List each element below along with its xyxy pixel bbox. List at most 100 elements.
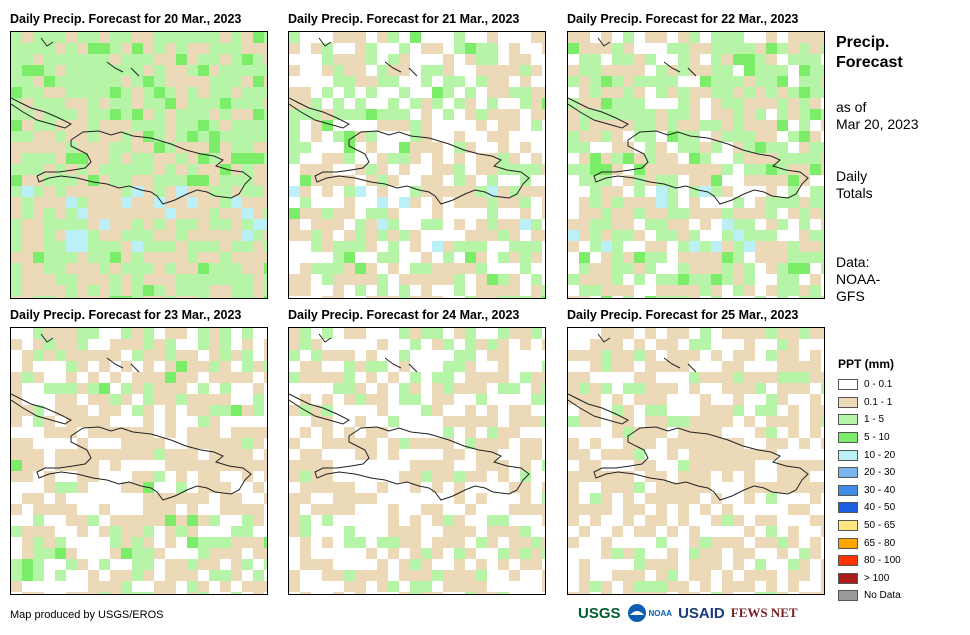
precip-cell — [344, 153, 355, 164]
precip-cell — [66, 592, 77, 594]
precip-cell — [110, 339, 121, 350]
legend-swatch — [838, 590, 858, 602]
precip-cell — [410, 120, 421, 131]
precip-cell — [579, 460, 590, 471]
legend-label: 1 - 5 — [864, 414, 885, 426]
precip-cell — [421, 328, 432, 339]
precip-cell — [220, 120, 231, 131]
precip-cell — [264, 449, 267, 460]
precip-cell — [476, 76, 487, 87]
precip-cell — [465, 416, 476, 427]
precip-cell — [711, 285, 722, 296]
precip-cell — [198, 98, 209, 109]
precip-cell — [410, 142, 421, 153]
precip-cell — [410, 339, 421, 350]
precip-cell — [520, 416, 531, 427]
precip-cell — [634, 98, 645, 109]
precip-cell — [634, 76, 645, 87]
precip-cell — [432, 515, 443, 526]
precip-cell — [722, 263, 733, 274]
precip-cell — [509, 570, 520, 581]
precip-cell — [300, 285, 311, 296]
precip-cell — [388, 76, 399, 87]
precip-cell — [33, 559, 44, 570]
precip-cell — [66, 548, 77, 559]
precip-cell — [645, 32, 656, 43]
panel-title-3: Daily Precip. Forecast for 22 Mar., 2023 — [567, 12, 799, 26]
precip-cell — [788, 175, 799, 186]
precip-cell — [667, 350, 678, 361]
precip-cell — [722, 230, 733, 241]
precip-cell — [121, 515, 132, 526]
precip-cell — [77, 449, 88, 460]
precip-cell — [465, 405, 476, 416]
precip-cell — [590, 76, 601, 87]
precip-cell — [542, 537, 545, 548]
precip-cell — [110, 592, 121, 594]
precip-cell — [722, 76, 733, 87]
precip-cell — [344, 131, 355, 142]
precip-cell — [300, 230, 311, 241]
precip-cell — [322, 504, 333, 515]
precip-cell — [590, 263, 601, 274]
precip-cell — [66, 65, 77, 76]
precip-cell — [253, 515, 264, 526]
precip-cell — [165, 120, 176, 131]
precip-cell — [744, 164, 755, 175]
precip-cell — [44, 537, 55, 548]
precip-cell — [333, 274, 344, 285]
precip-cell — [110, 186, 121, 197]
precip-cell — [44, 526, 55, 537]
precip-cell — [678, 361, 689, 372]
precip-cell — [77, 482, 88, 493]
precip-cell — [311, 449, 322, 460]
precip-cell — [520, 208, 531, 219]
precip-cell — [568, 43, 579, 54]
precip-cell — [542, 285, 545, 296]
precip-cell — [678, 285, 689, 296]
legend-label: 10 - 20 — [864, 449, 896, 461]
precip-cell — [44, 350, 55, 361]
precip-cell — [531, 537, 542, 548]
precip-cell — [678, 54, 689, 65]
precip-cell — [465, 296, 476, 298]
precip-cell — [634, 87, 645, 98]
precip-cell — [520, 526, 531, 537]
precip-cell — [579, 285, 590, 296]
precip-cell — [487, 109, 498, 120]
precip-cell — [678, 460, 689, 471]
precip-cell — [377, 559, 388, 570]
precip-cell — [509, 109, 520, 120]
precip-cell — [44, 54, 55, 65]
precip-cell — [55, 120, 66, 131]
precip-cell — [766, 449, 777, 460]
precip-cell — [121, 175, 132, 186]
precip-cell — [209, 548, 220, 559]
precip-cell — [777, 416, 788, 427]
precip-cell — [399, 120, 410, 131]
precip-cell — [634, 230, 645, 241]
precip-cell — [498, 427, 509, 438]
precip-cell — [187, 142, 198, 153]
precip-cell — [509, 120, 520, 131]
precip-cell — [322, 263, 333, 274]
precip-cell — [121, 274, 132, 285]
precip-cell — [231, 230, 242, 241]
precip-cell — [77, 559, 88, 570]
precip-cell — [656, 504, 667, 515]
precip-cell — [733, 120, 744, 131]
precip-cell — [264, 43, 267, 54]
precip-cell — [187, 504, 198, 515]
precip-cell — [722, 383, 733, 394]
precip-cell — [220, 65, 231, 76]
precip-cell — [542, 197, 545, 208]
precip-cell — [231, 219, 242, 230]
precip-cell — [520, 186, 531, 197]
precip-cell — [187, 493, 198, 504]
precip-cell — [623, 427, 634, 438]
precip-cell — [498, 438, 509, 449]
precip-cell — [300, 559, 311, 570]
precip-cell — [612, 361, 623, 372]
precip-cell — [176, 471, 187, 482]
precip-cell — [744, 548, 755, 559]
